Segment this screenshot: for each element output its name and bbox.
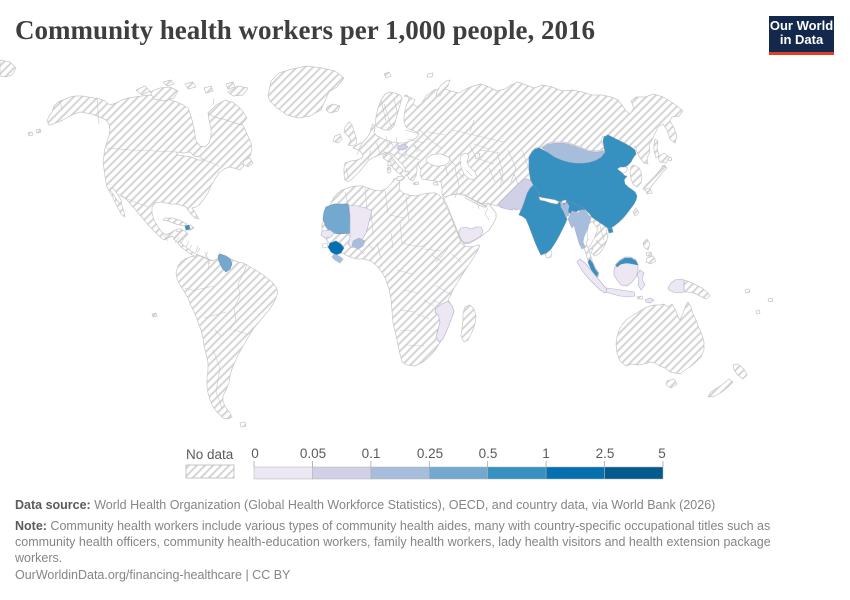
svg-text:1: 1: [542, 446, 550, 461]
svg-text:0.25: 0.25: [417, 446, 443, 461]
svg-text:0: 0: [251, 446, 259, 461]
svg-text:5: 5: [658, 446, 666, 461]
svg-text:0.5: 0.5: [479, 446, 498, 461]
svg-text:0.05: 0.05: [300, 446, 326, 461]
svg-text:No data: No data: [186, 447, 234, 462]
svg-text:0.1: 0.1: [362, 446, 381, 461]
svg-text:2.5: 2.5: [596, 446, 615, 461]
